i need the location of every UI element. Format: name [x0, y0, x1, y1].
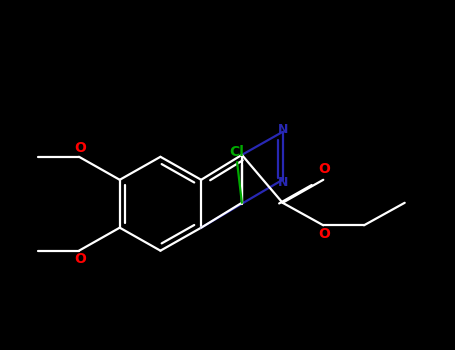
Text: N: N [278, 122, 288, 135]
Text: O: O [74, 252, 86, 266]
Text: O: O [74, 141, 86, 155]
Text: O: O [318, 162, 330, 176]
Text: Cl: Cl [230, 145, 244, 159]
Text: N: N [278, 176, 288, 189]
Text: O: O [318, 227, 330, 241]
